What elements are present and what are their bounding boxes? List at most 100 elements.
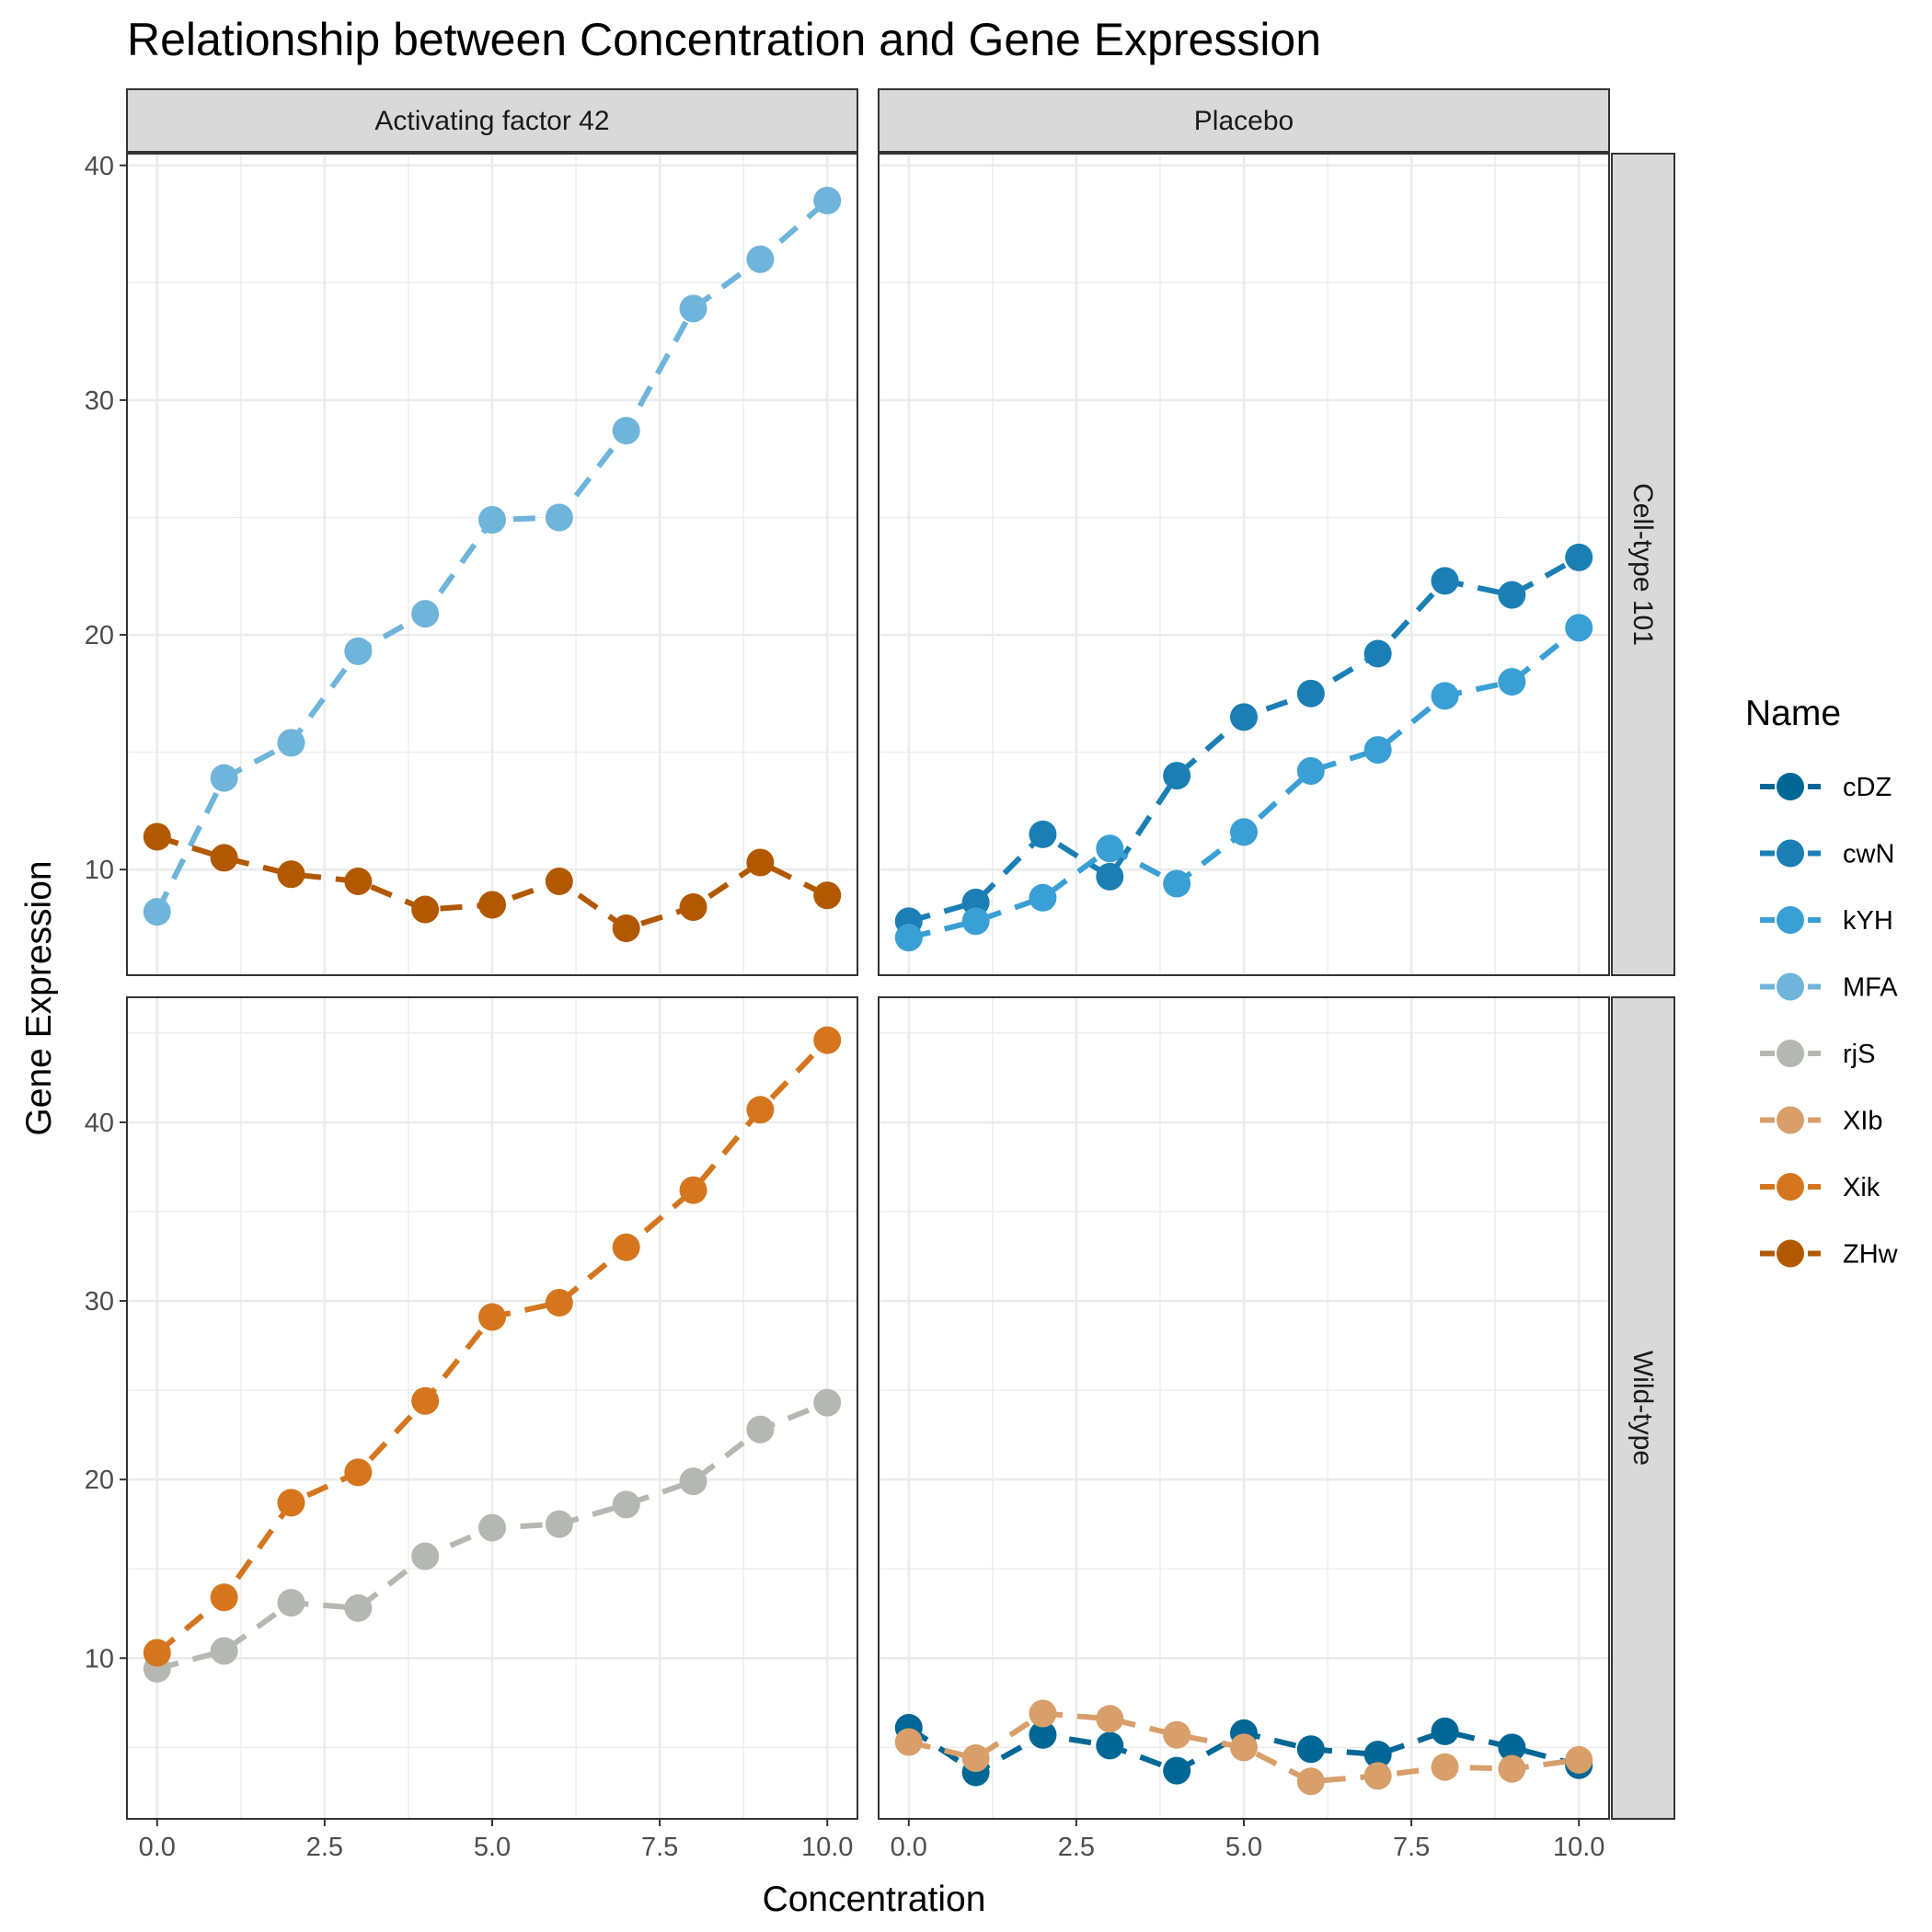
- data-point-xik-4: [411, 1386, 440, 1415]
- data-point-xib-10: [1565, 1745, 1593, 1774]
- legend-key-point: [1777, 906, 1804, 934]
- data-point-kyh-1: [961, 907, 990, 936]
- facet-strip-label-activating-factor-42: Activating factor 42: [374, 106, 609, 136]
- legend-item-mfa: MFA: [1760, 972, 1898, 1003]
- data-point-rjs-3: [344, 1593, 373, 1622]
- data-point-cdz-2: [1029, 1720, 1057, 1749]
- data-point-kyh-10: [1565, 614, 1593, 642]
- data-point-rjs-8: [679, 1467, 707, 1496]
- data-point-cwn-6: [1296, 679, 1325, 707]
- facet-strip-label-wild-type: Wild-type: [1627, 1351, 1658, 1466]
- data-point-mfa-3: [344, 637, 373, 665]
- data-point-zhw-1: [210, 844, 238, 872]
- legend-item-xik: Xik: [1760, 1173, 1880, 1202]
- data-point-cwn-3: [1096, 862, 1124, 891]
- panel-border: [126, 153, 858, 976]
- panel-border: [878, 153, 1610, 976]
- x-tick-label: 2.5: [1058, 1833, 1095, 1862]
- x-tick-label: 10.0: [1553, 1833, 1604, 1862]
- data-point-rjs-4: [411, 1542, 440, 1570]
- series-xik: [143, 1026, 842, 1667]
- legend-label: MFA: [1843, 973, 1898, 1003]
- data-point-xib-5: [1230, 1733, 1258, 1762]
- data-point-cwn-9: [1498, 581, 1526, 609]
- data-point-rjs-2: [277, 1589, 305, 1617]
- legend-key-point: [1777, 839, 1804, 868]
- data-point-cwn-4: [1163, 762, 1191, 790]
- facet-strip-placebo: [878, 88, 1610, 153]
- chart-title: Relationship between Concentration and G…: [127, 14, 1321, 65]
- legend-item-kyh: kYH: [1760, 906, 1893, 936]
- data-point-kyh-4: [1163, 869, 1191, 898]
- data-point-xik-1: [210, 1583, 238, 1612]
- data-point-mfa-2: [277, 729, 305, 757]
- data-point-zhw-2: [277, 860, 305, 889]
- legend: Name cDZ cwN kYH MFA rjS XIb Xik ZHw: [1745, 694, 1899, 1270]
- data-point-cwn-7: [1363, 639, 1392, 668]
- data-point-mfa-1: [210, 764, 238, 792]
- data-point-rjs-9: [746, 1415, 775, 1443]
- y-tick-label: 10: [85, 856, 114, 885]
- data-point-kyh-0: [894, 924, 923, 952]
- legend-title: Name: [1745, 694, 1841, 733]
- y-tick-label: 40: [85, 1109, 114, 1138]
- x-tick-label: 2.5: [306, 1833, 343, 1862]
- legend-key-point: [1777, 773, 1804, 800]
- series-cwn: [894, 543, 1593, 936]
- data-point-xib-8: [1431, 1753, 1459, 1781]
- x-tick-label: 0.0: [139, 1833, 176, 1862]
- data-point-kyh-9: [1498, 668, 1526, 696]
- x-tick-label: 7.5: [1393, 1833, 1430, 1862]
- x-tick-label: 10.0: [801, 1833, 853, 1862]
- data-point-rjs-7: [612, 1490, 640, 1519]
- data-point-cwn-5: [1230, 703, 1258, 731]
- legend-key-point: [1777, 1173, 1804, 1201]
- legend-item-xib: XIb: [1760, 1106, 1883, 1136]
- data-point-cwn-8: [1431, 567, 1459, 595]
- y-tick-label: 10: [85, 1644, 114, 1673]
- y-tick-label: 20: [85, 621, 114, 650]
- legend-label: kYH: [1843, 906, 1893, 936]
- legend-item-rjs: rjS: [1760, 1040, 1875, 1069]
- data-point-zhw-0: [143, 822, 171, 851]
- legend-item-zhw: ZHw: [1760, 1239, 1899, 1270]
- data-point-xib-6: [1296, 1767, 1325, 1796]
- data-point-xik-5: [478, 1303, 506, 1331]
- data-point-cdz-9: [1498, 1733, 1526, 1762]
- data-point-zhw-8: [679, 893, 707, 922]
- data-point-mfa-4: [411, 600, 440, 628]
- x-tick-label: 7.5: [641, 1833, 678, 1862]
- series-rjs: [143, 1388, 842, 1683]
- facet-strip-wild-type: [1611, 996, 1675, 1820]
- data-point-cdz-3: [1096, 1731, 1124, 1760]
- data-point-zhw-6: [545, 867, 573, 895]
- series-layer: [143, 187, 1593, 1796]
- data-point-rjs-6: [545, 1510, 573, 1538]
- data-point-xik-3: [344, 1458, 373, 1487]
- facet-strip-activating-factor-42: [126, 88, 858, 153]
- data-point-xik-9: [746, 1096, 775, 1124]
- data-point-zhw-4: [411, 895, 440, 924]
- data-point-cwn-10: [1565, 543, 1593, 571]
- data-point-xik-8: [679, 1176, 707, 1204]
- legend-label: ZHw: [1843, 1240, 1899, 1270]
- data-point-xib-2: [1029, 1699, 1057, 1728]
- data-point-xib-7: [1363, 1762, 1392, 1790]
- panel-cell-type-101-activating-factor-42: [127, 154, 857, 975]
- data-point-xik-0: [143, 1639, 171, 1667]
- facet-panels: Activating factor 42 Placebo Cell-type 101…: [85, 88, 1675, 1862]
- data-point-cdz-4: [1163, 1756, 1191, 1785]
- x-tick-label: 0.0: [891, 1833, 927, 1862]
- data-point-kyh-5: [1230, 818, 1258, 846]
- data-point-xik-7: [612, 1233, 640, 1261]
- data-point-cdz-8: [1431, 1717, 1459, 1745]
- legend-label: cDZ: [1843, 773, 1892, 802]
- series-mfa: [143, 187, 842, 926]
- y-tick-label: 40: [85, 152, 114, 181]
- series-zhw: [143, 822, 842, 942]
- legend-label: rjS: [1843, 1040, 1875, 1069]
- data-point-xib-0: [894, 1728, 923, 1756]
- data-point-xik-10: [813, 1026, 842, 1054]
- data-point-xib-1: [961, 1743, 990, 1772]
